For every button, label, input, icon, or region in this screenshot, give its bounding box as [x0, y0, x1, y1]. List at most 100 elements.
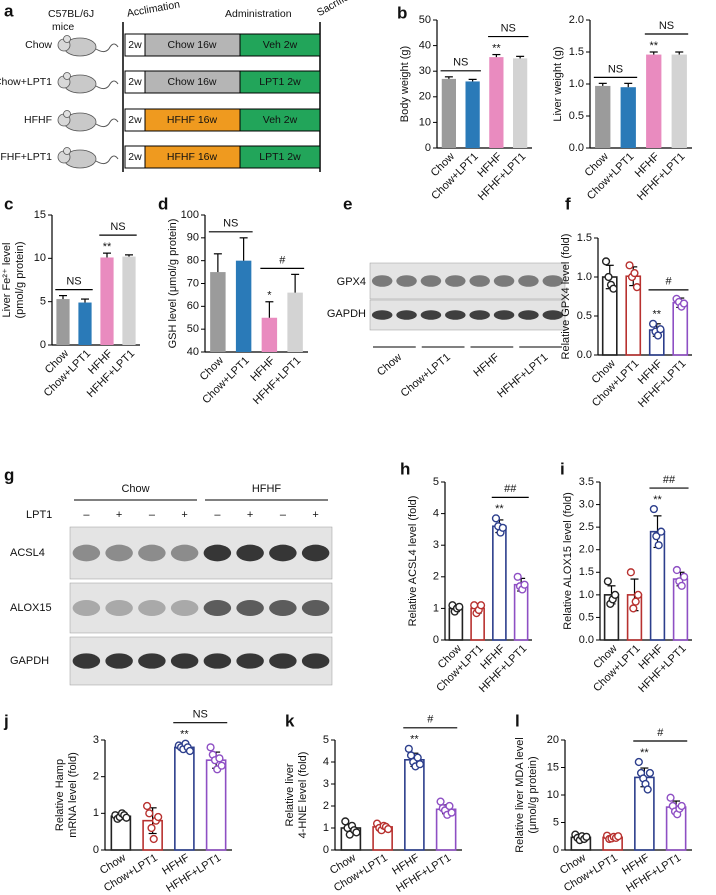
data-point	[147, 823, 156, 833]
diet-text: Chow 16w	[167, 39, 216, 51]
bracket-label: NS	[453, 57, 468, 69]
panel-letter: h	[400, 459, 410, 478]
band	[445, 310, 466, 320]
y-tick-label: 3.0	[579, 498, 594, 510]
group-label: Chow	[25, 39, 52, 51]
data-point	[611, 590, 620, 599]
bar	[78, 302, 92, 345]
y-tick-label: 70	[187, 277, 199, 289]
bracket-label: #	[665, 276, 672, 288]
band	[301, 544, 330, 562]
group-label: HFHF	[24, 114, 52, 126]
y-tick-label: 15	[34, 209, 46, 221]
protein-label: GAPDH	[10, 655, 49, 667]
y-tick-label: 0	[433, 634, 439, 646]
band	[371, 310, 393, 320]
panel-letter: l	[515, 711, 520, 730]
data-point	[404, 744, 413, 753]
bracket-label: #	[279, 254, 286, 266]
y-tick-label: 1	[433, 602, 439, 614]
data-point	[603, 577, 612, 586]
data-point	[145, 809, 154, 818]
data-point	[476, 601, 486, 610]
header: C57BL/6J	[48, 8, 94, 20]
band	[203, 600, 232, 616]
panel-letter: f	[565, 194, 571, 213]
panel-letter: a	[4, 1, 14, 20]
y-tick-label: 20	[547, 734, 559, 746]
band	[469, 310, 490, 320]
mouse-tail	[95, 155, 119, 165]
data-point	[649, 504, 658, 514]
mouse-tail	[95, 118, 119, 128]
bracket-label: ##	[663, 474, 676, 486]
acclimation-text: 2w	[128, 39, 142, 51]
y-tick-label: 0.5	[579, 611, 594, 623]
y-tick-label: 5	[40, 296, 46, 308]
significance: **	[180, 729, 189, 741]
y-tick-label: 100	[181, 209, 199, 221]
bracket-label: #	[427, 714, 434, 726]
data-point	[217, 761, 226, 770]
band	[170, 544, 199, 562]
y-tick-label: 10	[34, 252, 46, 264]
band	[236, 600, 264, 616]
band	[203, 653, 232, 669]
significance: **	[492, 42, 501, 54]
y-tick-label: 3	[93, 734, 99, 746]
band	[371, 275, 393, 287]
band	[420, 275, 442, 287]
data-point	[645, 768, 655, 778]
data-point	[632, 283, 642, 292]
data-point	[384, 824, 393, 834]
data-point	[352, 828, 361, 837]
y-tick-label: 40	[419, 40, 431, 52]
protein-label: GPX4	[337, 276, 366, 288]
y-tick-label: 0.5	[569, 110, 584, 122]
data-point	[672, 565, 681, 575]
y-axis-label: Liver weight (g)	[552, 46, 564, 121]
protein-label: GAPDH	[327, 308, 366, 320]
y-axis-label: Body weight (g)	[399, 46, 411, 122]
column-header: Administration	[225, 8, 292, 20]
y-axis-label: Relative liver	[284, 763, 296, 826]
y-tick-label: 0	[40, 339, 46, 351]
data-point	[413, 753, 422, 762]
band	[518, 310, 539, 320]
group-label: HFHF+LPT1	[0, 151, 52, 163]
data-point	[604, 272, 613, 282]
significance: **	[103, 241, 112, 253]
bar	[441, 78, 456, 148]
treatment-box	[239, 33, 321, 57]
data-point	[154, 812, 163, 822]
data-point	[630, 269, 639, 278]
y-tick-label: 2	[93, 771, 99, 783]
y-tick-label: 10	[547, 789, 559, 801]
bar	[646, 54, 662, 149]
data-point	[677, 581, 686, 590]
y-axis-label: mRNA level (fold)	[67, 752, 79, 838]
data-point	[643, 785, 652, 794]
y-tick-label: 5	[553, 816, 559, 828]
data-point	[654, 541, 663, 550]
band	[170, 653, 199, 669]
bar	[489, 57, 504, 149]
data-point	[513, 572, 522, 581]
y-tick-label: 20	[419, 91, 431, 103]
y-axis-label: (μmol/g protein)	[527, 756, 539, 833]
bar	[671, 54, 687, 149]
bracket-label: ##	[504, 483, 517, 495]
treatment-box	[239, 70, 321, 94]
y-tick-label: 90	[187, 232, 199, 244]
band	[269, 600, 297, 616]
acclimation-text: 2w	[128, 151, 142, 163]
bracket-label: NS	[110, 221, 125, 233]
data-point	[415, 760, 425, 769]
data-point	[614, 832, 623, 841]
band	[170, 600, 199, 616]
y-tick-label: 80	[187, 255, 199, 267]
band	[138, 653, 166, 669]
data-point	[634, 757, 643, 767]
treatment-text: LPT1 2w	[259, 76, 301, 88]
